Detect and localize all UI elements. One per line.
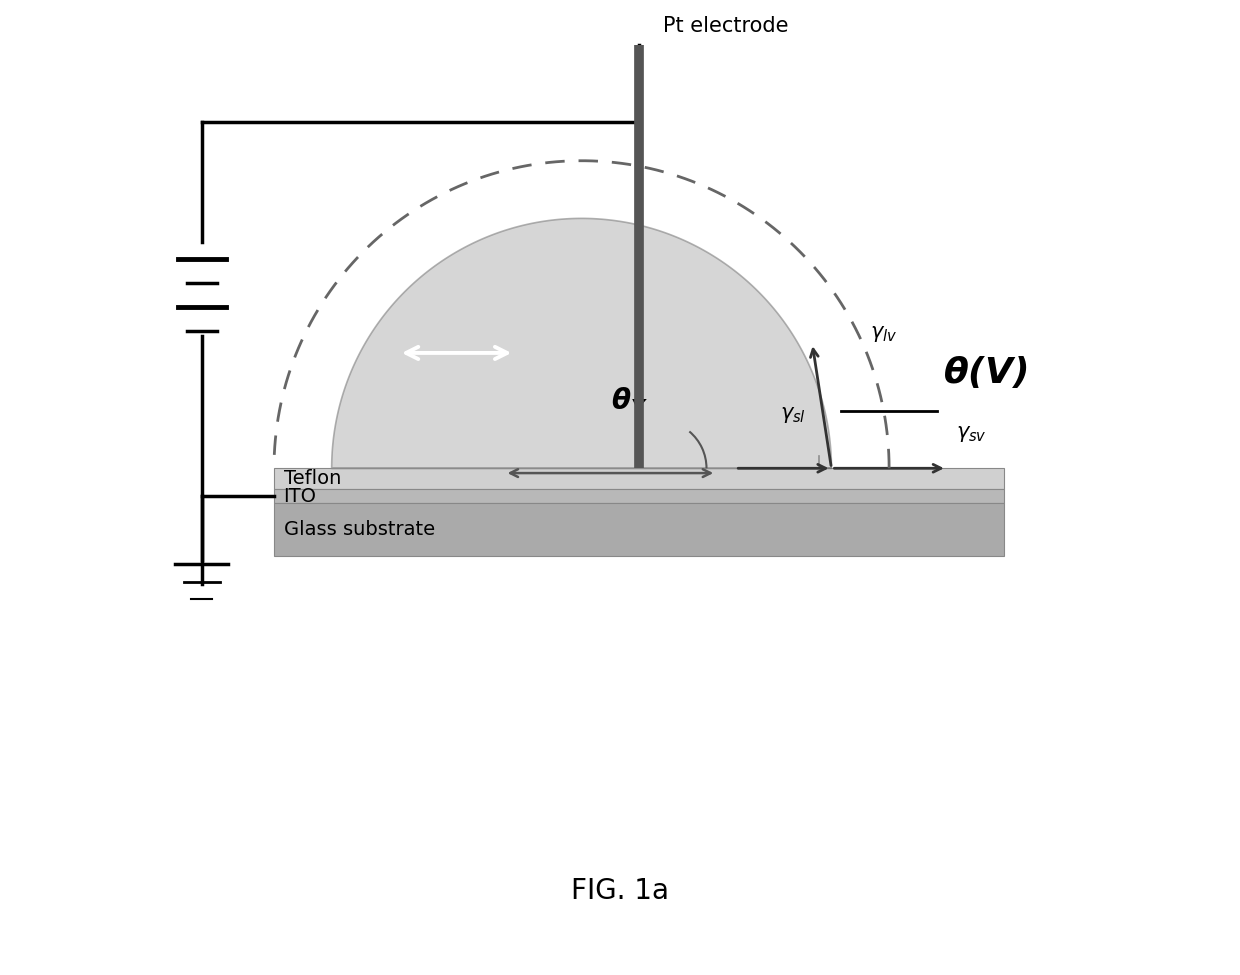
Bar bbox=[274, 468, 1004, 489]
Text: Pt electrode: Pt electrode bbox=[663, 16, 789, 36]
Text: $\gamma_{sl}$: $\gamma_{sl}$ bbox=[780, 405, 806, 425]
Text: $\gamma_{lv}$: $\gamma_{lv}$ bbox=[870, 324, 897, 344]
Text: Glass substrate: Glass substrate bbox=[284, 520, 435, 539]
Text: Teflon: Teflon bbox=[284, 469, 341, 488]
Polygon shape bbox=[331, 218, 832, 468]
Text: $\gamma_{sv}$: $\gamma_{sv}$ bbox=[956, 424, 987, 445]
Text: $\bfit{\theta}(V)$: $\bfit{\theta}(V)$ bbox=[942, 354, 1028, 390]
Bar bbox=[274, 489, 1004, 503]
Text: FIG. 1a: FIG. 1a bbox=[570, 878, 670, 905]
Text: $\bfit{\theta}_Y$: $\bfit{\theta}_Y$ bbox=[611, 385, 649, 416]
Text: ITO: ITO bbox=[284, 487, 316, 506]
Bar bbox=[274, 503, 1004, 556]
